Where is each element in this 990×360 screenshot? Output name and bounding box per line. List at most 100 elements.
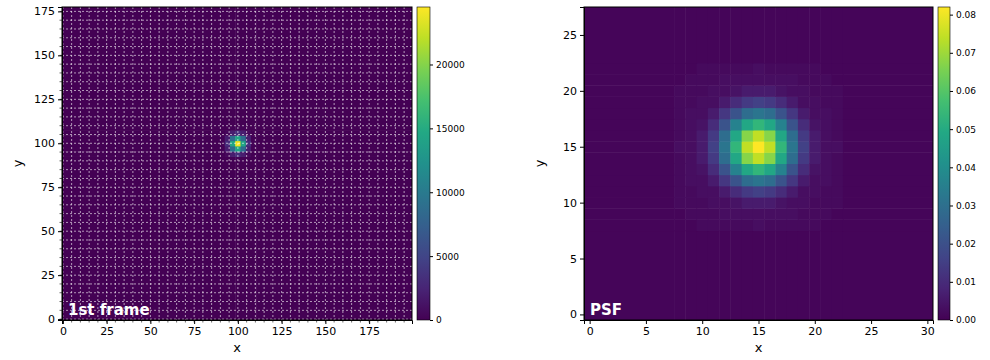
y-axis-line (58, 8, 63, 321)
cell (798, 74, 810, 86)
cell (719, 85, 731, 97)
cell (241, 130, 247, 136)
x-axis-title: x (233, 340, 241, 355)
cell (697, 208, 709, 220)
y-axis-tick-mark (58, 99, 62, 100)
x-axis-tick-label: 0 (587, 325, 594, 338)
cell (719, 130, 731, 142)
grid-line-y (62, 239, 412, 240)
cell (775, 63, 787, 75)
cell (674, 175, 686, 187)
x-axis-tick-mark (702, 320, 703, 324)
cell (719, 186, 731, 198)
cell (685, 231, 697, 320)
cell (753, 85, 765, 97)
cell (719, 141, 731, 153)
panel: 0510152025300510152025xyPSF0.000.010.020… (532, 7, 976, 355)
cell (730, 175, 742, 187)
cell (708, 85, 720, 97)
cell (832, 186, 844, 198)
colorbar-axis-tick-label: 0.03 (956, 201, 976, 211)
y-axis-tick-mark (58, 11, 62, 12)
x-axis-tick-mark (63, 320, 64, 324)
cell (674, 152, 686, 164)
y-minor-tick (60, 266, 63, 267)
colorbar-axis-tick-label: 0.00 (956, 315, 976, 325)
colorbar-axis-tick: 0.01 (950, 277, 976, 287)
cell (764, 164, 776, 176)
cell (674, 119, 686, 131)
y-axis-tick-mark (580, 35, 584, 36)
cell (809, 7, 821, 63)
y-axis-tick-label: 75 (41, 181, 55, 194)
figure: 02550751001251501750255075100125150175xy… (0, 0, 990, 360)
colorbar-axis-tick-label: 0.06 (956, 86, 976, 96)
cell (241, 146, 247, 152)
cell (742, 175, 754, 187)
grid-line-y (62, 178, 412, 179)
cell (674, 164, 686, 176)
grid-line-x (404, 7, 405, 320)
colorbar-axis-tick-label: 0.01 (956, 277, 976, 287)
y-minor-tick (60, 239, 63, 240)
cell (843, 63, 933, 75)
cell (719, 164, 731, 176)
y-axis-tick-label: 25 (563, 29, 577, 42)
grid-line-y (62, 11, 412, 12)
cell (843, 130, 933, 142)
grid-line-y (62, 72, 412, 73)
colorbar-axis-tick-mark (430, 320, 433, 321)
cell (787, 219, 799, 231)
grid-line-x (369, 7, 370, 320)
grid-line-x (71, 7, 72, 320)
grid-line-x (351, 7, 352, 320)
grid-line-x (202, 7, 203, 320)
y-minor-tick (60, 310, 63, 311)
cell (685, 186, 697, 198)
cell (832, 152, 844, 164)
cell (251, 162, 257, 320)
cell (708, 219, 720, 231)
cell (809, 231, 821, 320)
cell (753, 63, 765, 75)
grid-line-x (229, 7, 230, 320)
cell (685, 141, 697, 153)
y-minor-tick (60, 90, 63, 91)
grid-line-x (342, 7, 343, 320)
cell (832, 197, 844, 209)
cell (251, 7, 257, 125)
grid-line-y (62, 275, 412, 276)
y-axis-tick-mark (580, 91, 584, 92)
y-axis-tick-label: 5 (570, 253, 577, 266)
cell (674, 7, 686, 63)
y-minor-tick (60, 178, 63, 179)
cell (730, 130, 742, 142)
x-axis-tick-mark (759, 320, 760, 324)
grid-line-x (211, 7, 212, 320)
cell (719, 208, 731, 220)
cell (584, 108, 675, 120)
cell (787, 7, 799, 63)
grid-line-y (62, 46, 412, 47)
cell (697, 7, 709, 63)
plot-area (584, 7, 933, 320)
plot-frame (584, 7, 933, 320)
y-minor-tick (60, 301, 63, 302)
cell (809, 152, 821, 164)
cell (708, 108, 720, 120)
cell (685, 7, 697, 63)
x-axis-tick-label: 25 (865, 325, 879, 338)
cell (708, 164, 720, 176)
cell (832, 164, 844, 176)
grid-line-y (62, 169, 412, 170)
cell (730, 85, 742, 97)
cell (809, 96, 821, 108)
y-minor-tick (60, 64, 63, 65)
cell (775, 219, 787, 231)
cell (584, 231, 675, 320)
y-minor-tick (60, 292, 63, 293)
x-axis-tick-label: 20 (808, 325, 822, 338)
grid-line-y (62, 99, 412, 100)
y-minor-tick (60, 169, 63, 170)
cell (584, 175, 675, 187)
